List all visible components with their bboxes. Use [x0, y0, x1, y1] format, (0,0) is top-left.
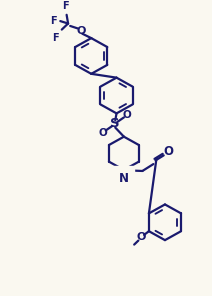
Text: F: F — [50, 16, 57, 26]
Text: O: O — [76, 26, 85, 36]
Text: S: S — [110, 118, 120, 131]
Text: O: O — [163, 145, 173, 158]
Text: O: O — [123, 110, 132, 120]
Text: O: O — [98, 128, 107, 138]
Text: F: F — [62, 1, 69, 11]
Text: N: N — [119, 172, 129, 185]
Text: O: O — [136, 232, 146, 242]
Text: F: F — [52, 33, 59, 43]
